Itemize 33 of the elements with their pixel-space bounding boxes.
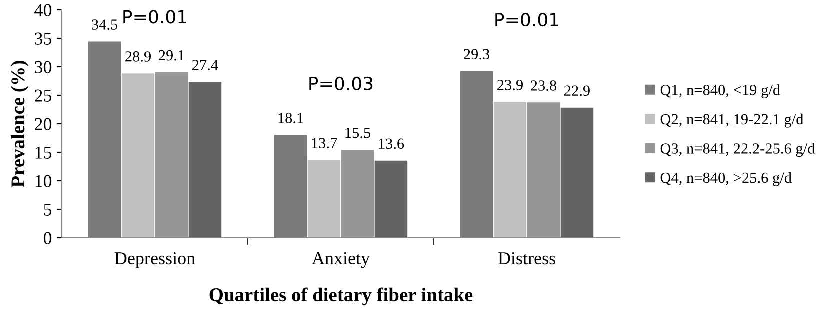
legend-label: Q4, n=840, >25.6 g/d — [660, 172, 792, 186]
data-label: 15.5 — [346, 128, 371, 138]
annotation: P=0.01 — [124, 10, 186, 24]
data-label: 23.9 — [498, 80, 524, 90]
y-tick-label: 40 — [34, 4, 52, 16]
data-label: 34.5 — [92, 20, 118, 30]
y-tick-label: 35 — [35, 32, 52, 45]
data-label: 13.7 — [312, 138, 338, 149]
y-tick-label: 30 — [35, 61, 52, 74]
data-label: 28.9 — [126, 52, 152, 62]
data-label: 13.6 — [379, 138, 404, 150]
data-label: 22.9 — [564, 86, 590, 96]
data-label: 23.8 — [531, 80, 557, 91]
y-tick-label: 10 — [36, 175, 52, 188]
legend-label: Q1, n=840, <19 g/d — [660, 84, 780, 98]
x-axis-title: Quartiles of dietary fiber intake — [210, 288, 473, 306]
x-tick-label: Depression — [114, 252, 196, 268]
x-tick-label: Anxiety — [312, 252, 370, 268]
annotation: P=0.03 — [310, 76, 373, 90]
y-axis-title: Prevalence (%) — [11, 61, 29, 188]
data-label: 29.3 — [464, 49, 490, 60]
annotation: P=0.01 — [496, 12, 558, 27]
y-tick-label: 20 — [35, 118, 52, 130]
y-tick-label: 15 — [36, 146, 52, 159]
x-tick-label: Distress — [498, 252, 556, 265]
legend-label: Q3, n=841, 22.2-25.6 g/d — [660, 143, 816, 158]
y-tick-label: 0 — [44, 232, 52, 244]
legend-label: Q2, n=841, 19-22.1 g/d — [660, 114, 804, 128]
data-label: 27.4 — [192, 60, 218, 70]
y-tick-label: 25 — [35, 90, 52, 102]
y-tick-label: 5 — [44, 204, 52, 216]
data-label: 18.1 — [278, 113, 304, 124]
data-label: 29.1 — [159, 50, 184, 61]
